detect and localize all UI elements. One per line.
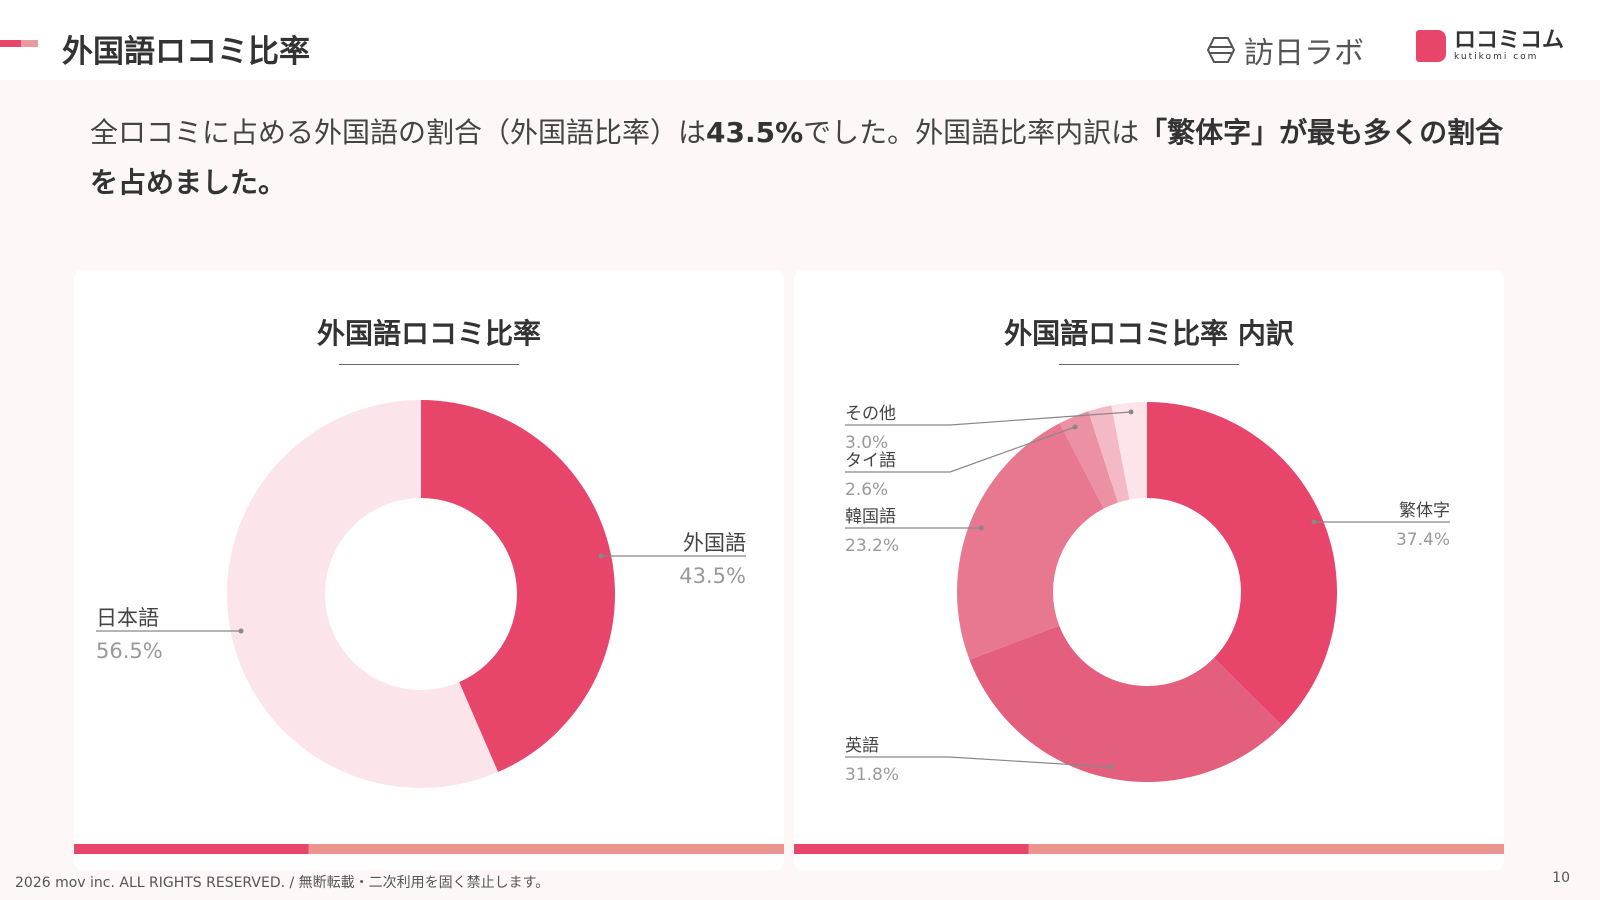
leader-dot	[1072, 424, 1078, 430]
chart-title: 外国語ロコミ比率	[316, 317, 541, 350]
slice-label: その他	[845, 404, 896, 424]
donut-slice	[1059, 411, 1118, 509]
speech-bubble-icon	[1416, 30, 1446, 62]
donut-slice	[1111, 402, 1147, 500]
leader-dot	[598, 553, 604, 559]
summary-part1: 全ロコミに占める外国語の割合（外国語比率）は	[90, 116, 707, 149]
title-underline	[339, 364, 519, 365]
leader-line	[845, 756, 1112, 768]
leader-line	[845, 411, 1132, 426]
leader-dot	[978, 525, 984, 531]
donut-slice	[957, 423, 1104, 660]
slice-value: 2.6%	[845, 480, 888, 500]
logo2-sub: kutikomi com	[1454, 52, 1539, 62]
page-number: 10	[1552, 870, 1570, 886]
slice-label: タイ語	[845, 451, 896, 471]
donut-slice	[1088, 405, 1130, 503]
slice-label: 外国語	[683, 531, 746, 555]
leader-line	[845, 426, 1076, 473]
houjin-labo-logo: 訪日ラボ	[1206, 28, 1364, 72]
kutikomi-logo: ロコミコム kutikomi com	[1416, 30, 1564, 62]
leader-dot	[1128, 409, 1134, 415]
card-bottom-bar	[74, 844, 784, 854]
chart-title: 外国語ロコミ比率 内訳	[1004, 317, 1294, 350]
slice-value: 43.5%	[679, 564, 746, 588]
leader-dot	[238, 628, 244, 634]
chart-card-breakdown: 外国語ロコミ比率 内訳 繁体字 37.4% 英語 31.8% 韓国語 23.2% タイ語 2.…	[794, 270, 1504, 870]
slice-value: 3.0%	[845, 433, 888, 453]
chart-card-foreign-ratio: 外国語ロコミ比率 外国語 43.5% 日本語 56.5%	[74, 270, 784, 870]
logo2-text: ロコミコム	[1454, 28, 1565, 53]
slice-value: 56.5%	[96, 639, 163, 663]
slice-label: 日本語	[96, 606, 159, 630]
slice-label: 繁体字	[1399, 501, 1450, 521]
card-bottom-bar	[794, 844, 1504, 854]
title-accent	[0, 40, 38, 47]
donut-chart: 外国語 43.5% 日本語 56.5%	[96, 400, 746, 788]
leader-dot	[1108, 764, 1114, 770]
slice-value: 37.4%	[1396, 530, 1450, 550]
donut-slice	[421, 400, 615, 773]
leader-dot	[1311, 519, 1317, 525]
header: 外国語ロコミ比率 訪日ラボ ロコミコム kutikomi com	[0, 0, 1600, 80]
slice-label: 韓国語	[845, 507, 896, 527]
copyright: 2026 mov inc. ALL RIGHTS RESERVED. / 無断転…	[15, 875, 550, 891]
slice-value: 23.2%	[845, 536, 899, 556]
title-underline	[1059, 364, 1239, 365]
donut-slice	[1147, 402, 1337, 726]
summary-text: 全ロコミに占める外国語の割合（外国語比率）は43.5%でした。外国語比率内訳は「…	[90, 108, 1510, 208]
slice-value: 31.8%	[845, 765, 899, 785]
logo1-text: 訪日ラボ	[1244, 36, 1364, 71]
summary-part2: でした。外国語比率内訳は	[803, 116, 1140, 149]
summary-pct: 43.5%	[706, 116, 804, 149]
summary-highlight: 「繁体字」が最も多くの割合を占めました。	[90, 116, 1504, 199]
page-title: 外国語ロコミ比率	[62, 34, 310, 70]
hexagon-icon	[1206, 37, 1236, 63]
donut-slice	[227, 400, 499, 788]
slice-label: 英語	[845, 736, 879, 756]
donut-chart: 繁体字 37.4% 英語 31.8% 韓国語 23.2% タイ語 2.6% その他 3.0%	[845, 402, 1450, 785]
donut-slice	[969, 625, 1283, 782]
